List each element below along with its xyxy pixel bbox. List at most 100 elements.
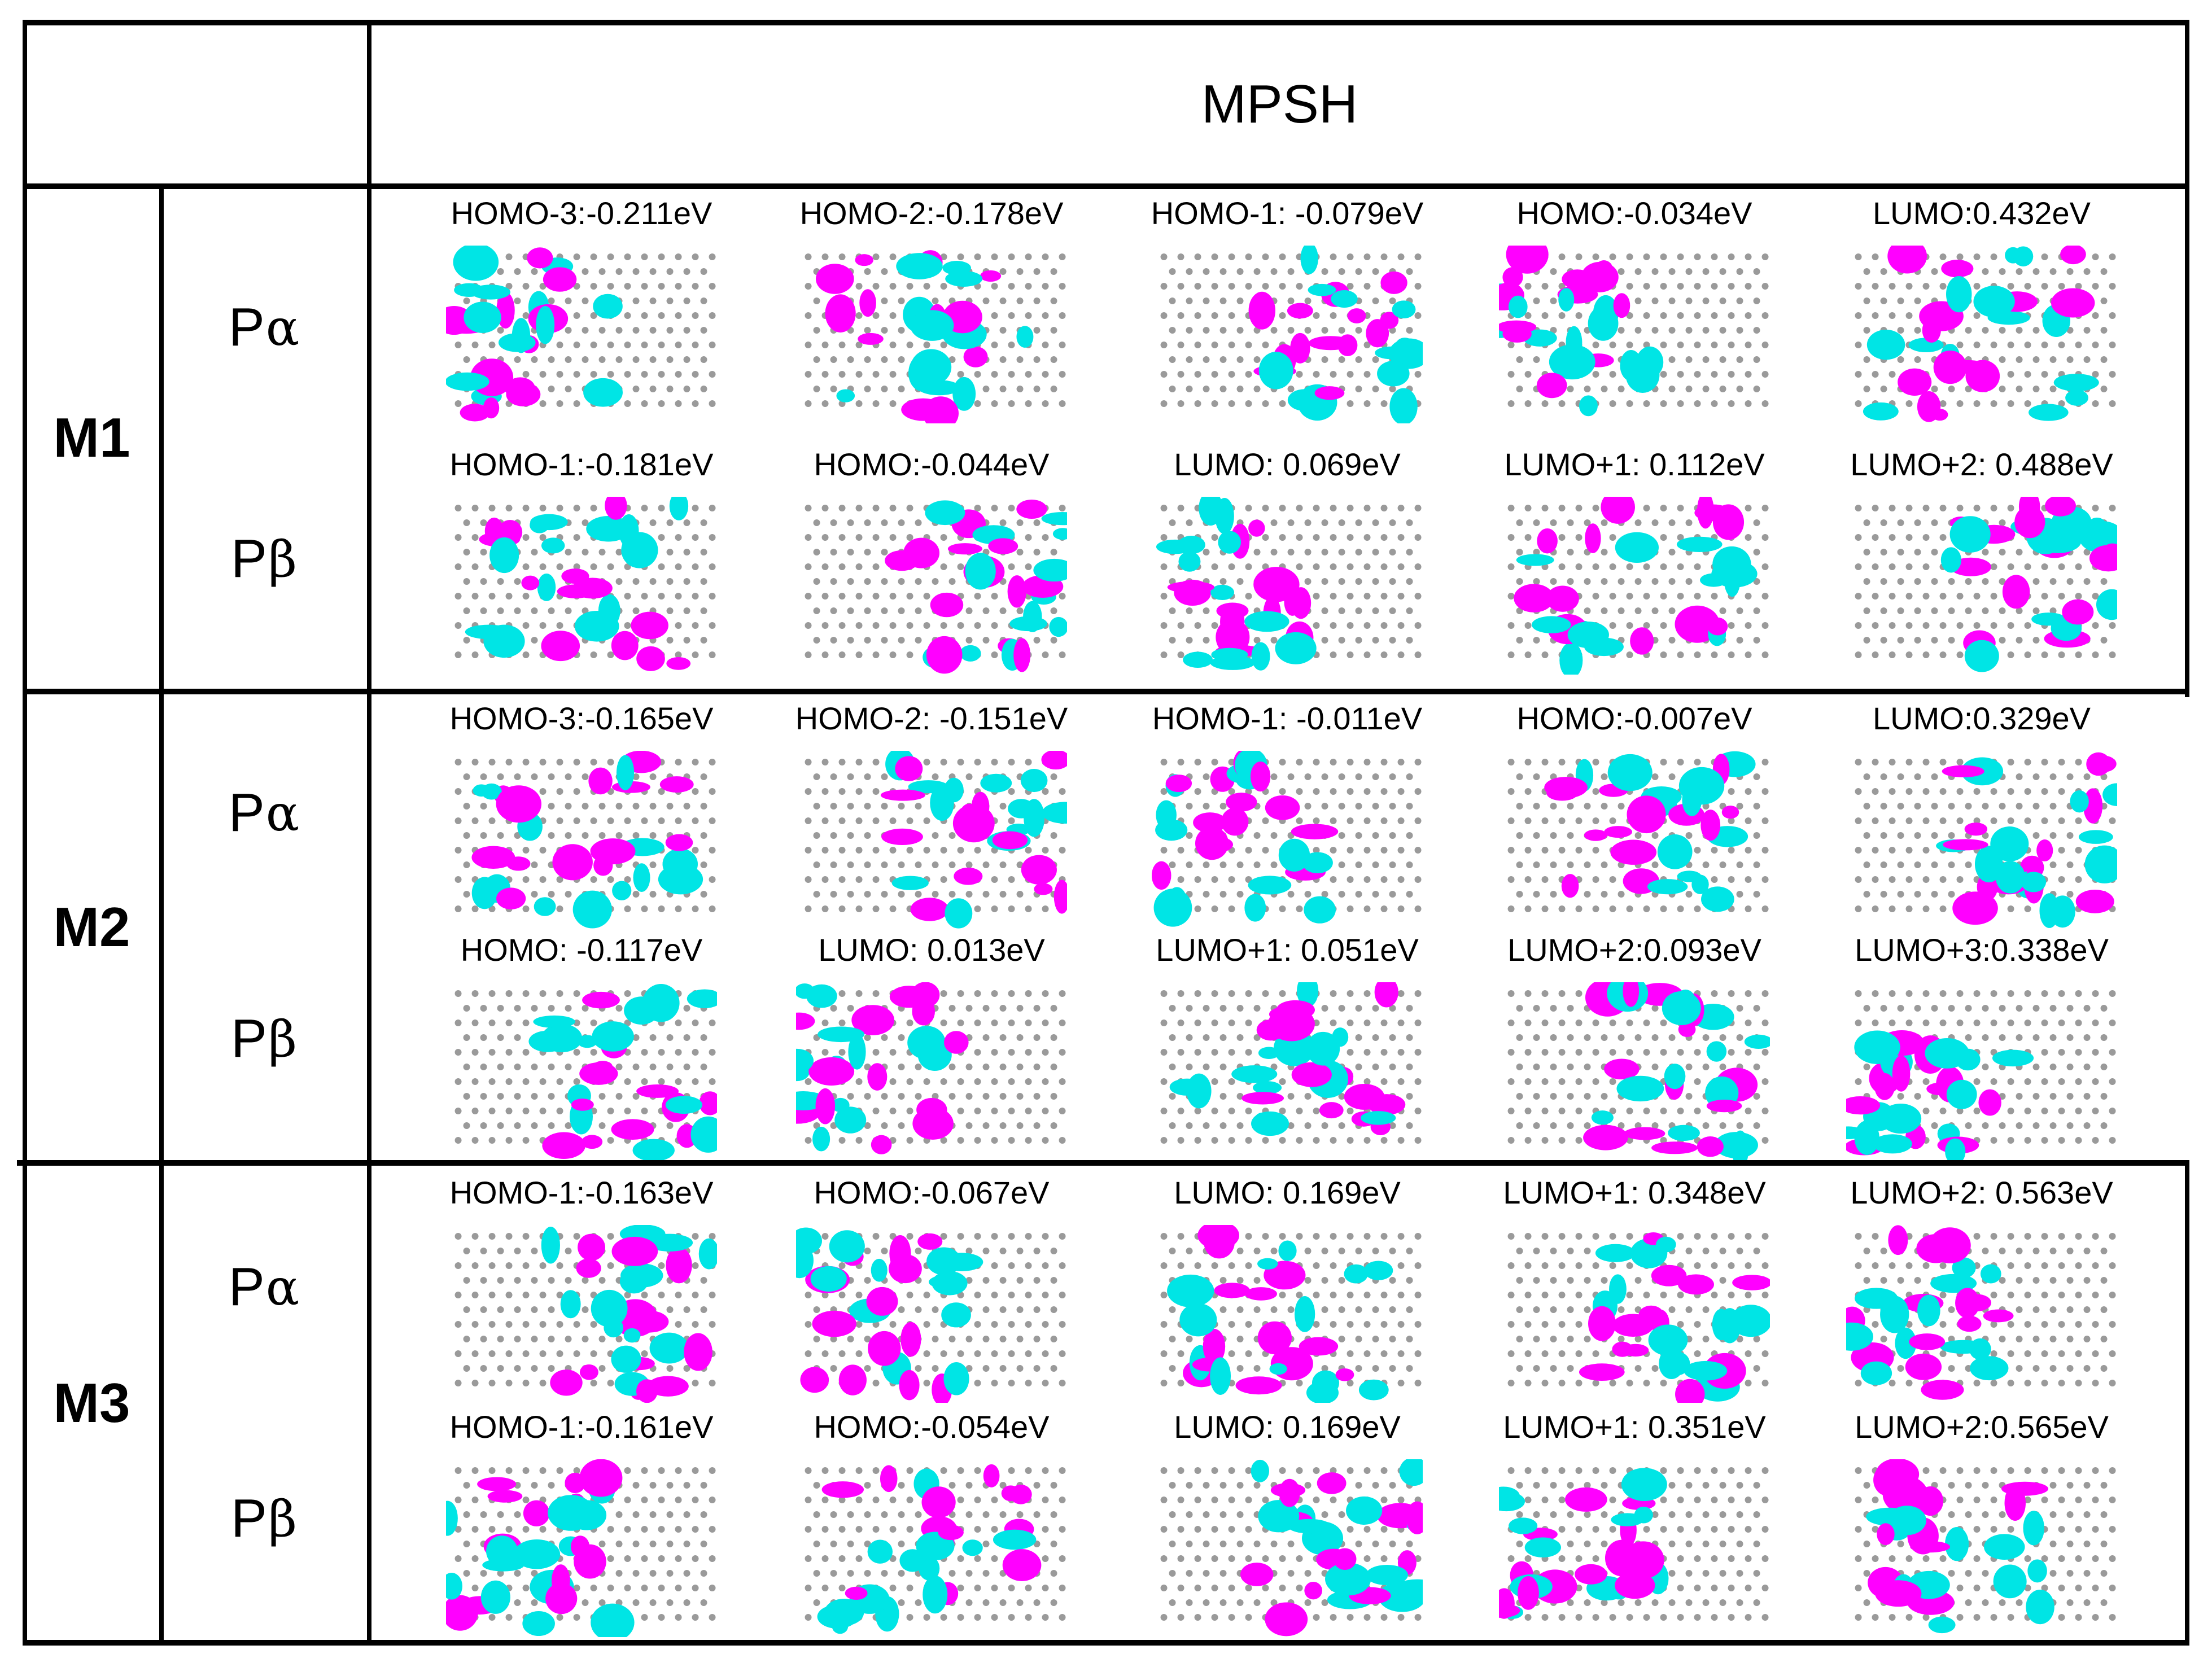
molecule-label-m2: M2	[53, 896, 130, 958]
orbital-isosurface-image	[1152, 982, 1423, 1160]
orbital-energy-label: HOMO:-0.007eV	[1516, 701, 1752, 736]
orbital-isosurface-image	[1499, 246, 1770, 423]
orbital-isosurface-image	[1846, 751, 2117, 929]
orbital-isosurface-image	[1152, 246, 1423, 423]
orbital-cell: HOMO-1:-0.181eV	[429, 446, 734, 683]
m2-bottom-border	[17, 1160, 2189, 1166]
orbital-isosurface-image	[446, 246, 717, 423]
orbital-isosurface-image	[1499, 1225, 1770, 1403]
orbital-cell: HOMO-2: -0.151eV	[779, 700, 1084, 937]
orbital-isosurface-image	[1846, 1225, 2117, 1403]
m1-bottom-border	[23, 689, 2189, 694]
orbital-isosurface-image	[1846, 246, 2117, 423]
orbital-cell: HOMO-1:-0.161eV	[429, 1408, 734, 1646]
table-right-border-lower	[2185, 1160, 2189, 1646]
orbital-energy-label: LUMO+2: 0.488eV	[1850, 447, 2113, 482]
orbital-cell: HOMO:-0.034eV	[1482, 195, 1787, 432]
orbital-energy-label: LUMO: 0.169eV	[1174, 1175, 1401, 1210]
orbital-energy-label: HOMO-1: -0.011eV	[1152, 701, 1423, 736]
orbital-energy-label: HOMO:-0.034eV	[1516, 195, 1752, 231]
orbital-energy-label: HOMO-1:-0.163eV	[449, 1175, 714, 1210]
orbital-isosurface-image	[1846, 982, 2117, 1160]
mpsh-header: MPSH	[1201, 74, 1358, 134]
orbital-isosurface-image	[796, 246, 1067, 423]
orbital-energy-label: HOMO-2: -0.151eV	[795, 701, 1068, 736]
header-bottom-border	[23, 183, 2189, 189]
orbital-isosurface-image	[1846, 1459, 2117, 1637]
orbital-cell: HOMO-3:-0.211eV	[429, 195, 734, 432]
orbital-cell: LUMO+2: 0.488eV	[1829, 446, 2134, 683]
orbital-energy-label: LUMO+1: 0.051eV	[1156, 932, 1419, 968]
molecule-label-m3: M3	[53, 1371, 130, 1434]
orbital-cell: LUMO+1: 0.351eV	[1482, 1408, 1787, 1646]
orbital-isosurface-image	[796, 1459, 1067, 1637]
orbital-energy-label: LUMO+1: 0.112eV	[1504, 447, 1765, 482]
orbital-cell: LUMO+2:0.093eV	[1482, 931, 1787, 1169]
orbital-isosurface-image	[796, 982, 1067, 1160]
orbital-isosurface-image	[1499, 751, 1770, 929]
orbital-energy-label: HOMO:-0.067eV	[814, 1175, 1050, 1210]
molecule-column-border	[159, 183, 164, 1646]
orbital-cell: LUMO+1: 0.348eV	[1482, 1174, 1787, 1411]
orbital-energy-label: HOMO-1: -0.079eV	[1151, 195, 1424, 231]
orbital-energy-label: LUMO+2:0.565eV	[1855, 1409, 2109, 1445]
orbital-energy-label: LUMO+2: 0.563eV	[1850, 1175, 2113, 1210]
orbital-energy-label: LUMO: 0.169eV	[1174, 1409, 1401, 1445]
orbital-isosurface-image	[1152, 1225, 1423, 1403]
orbital-energy-label: LUMO+1: 0.348eV	[1503, 1175, 1766, 1210]
orbital-isosurface-image	[796, 497, 1067, 675]
orbital-isosurface-image	[796, 1225, 1067, 1403]
orbital-isosurface-image	[446, 751, 717, 929]
orbital-energy-label: HOMO: -0.117eV	[460, 932, 703, 968]
orbital-cell: HOMO-2:-0.178eV	[779, 195, 1084, 432]
spin-column-border	[367, 20, 371, 1646]
orbital-cell: LUMO: 0.169eV	[1135, 1408, 1440, 1646]
orbital-cell: HOMO:-0.054eV	[779, 1408, 1084, 1646]
orbital-isosurface-image	[1152, 497, 1423, 675]
orbital-energy-label: HOMO:-0.044eV	[814, 447, 1050, 482]
orbital-cell: HOMO-1: -0.079eV	[1135, 195, 1440, 432]
orbital-isosurface-image	[446, 1459, 717, 1637]
orbital-isosurface-image	[446, 1225, 717, 1403]
orbital-cell: HOMO-3:-0.165eV	[429, 700, 734, 937]
orbital-cell: LUMO+2:0.565eV	[1829, 1408, 2134, 1646]
orbital-energy-label: HOMO-1:-0.181eV	[449, 447, 714, 482]
orbital-energy-label: LUMO: 0.013eV	[818, 932, 1045, 968]
orbital-cell: HOMO-1:-0.163eV	[429, 1174, 734, 1411]
orbital-isosurface-image	[1499, 1459, 1770, 1637]
orbital-energy-label: LUMO: 0.069eV	[1174, 447, 1401, 482]
orbital-energy-label: HOMO-2:-0.178eV	[799, 195, 1064, 231]
orbital-energy-label: LUMO:0.432eV	[1873, 195, 2091, 231]
orbital-isosurface-image	[1152, 751, 1423, 929]
orbital-cell: HOMO:-0.044eV	[779, 446, 1084, 683]
orbital-energy-label: HOMO-1:-0.161eV	[449, 1409, 714, 1445]
table-right-border	[2185, 20, 2189, 697]
orbital-isosurface-image	[1846, 497, 2117, 675]
orbital-cell: HOMO:-0.067eV	[779, 1174, 1084, 1411]
orbital-energy-label: LUMO:0.329eV	[1873, 701, 2091, 736]
orbital-cell: LUMO: 0.169eV	[1135, 1174, 1440, 1411]
table-bottom-border	[23, 1640, 2189, 1646]
orbital-energy-label: HOMO:-0.054eV	[814, 1409, 1050, 1445]
table-left-border	[23, 20, 27, 1646]
orbital-isosurface-image	[1152, 1459, 1423, 1637]
molecule-label-m1: M1	[53, 406, 130, 469]
orbital-cell: LUMO:0.432eV	[1829, 195, 2134, 432]
orbital-cell: HOMO-1: -0.011eV	[1135, 700, 1440, 937]
orbital-cell: HOMO:-0.007eV	[1482, 700, 1787, 937]
orbital-energy-label: LUMO+3:0.338eV	[1855, 932, 2109, 968]
orbital-cell: HOMO: -0.117eV	[429, 931, 734, 1169]
orbital-energy-label: LUMO+2:0.093eV	[1507, 932, 1761, 968]
orbital-cell: LUMO:0.329eV	[1829, 700, 2134, 937]
orbital-isosurface-image	[1499, 982, 1770, 1160]
orbital-energy-label: LUMO+1: 0.351eV	[1503, 1409, 1766, 1445]
orbital-isosurface-image	[446, 982, 717, 1160]
orbital-isosurface-image	[446, 497, 717, 675]
orbital-cell: LUMO: 0.013eV	[779, 931, 1084, 1169]
